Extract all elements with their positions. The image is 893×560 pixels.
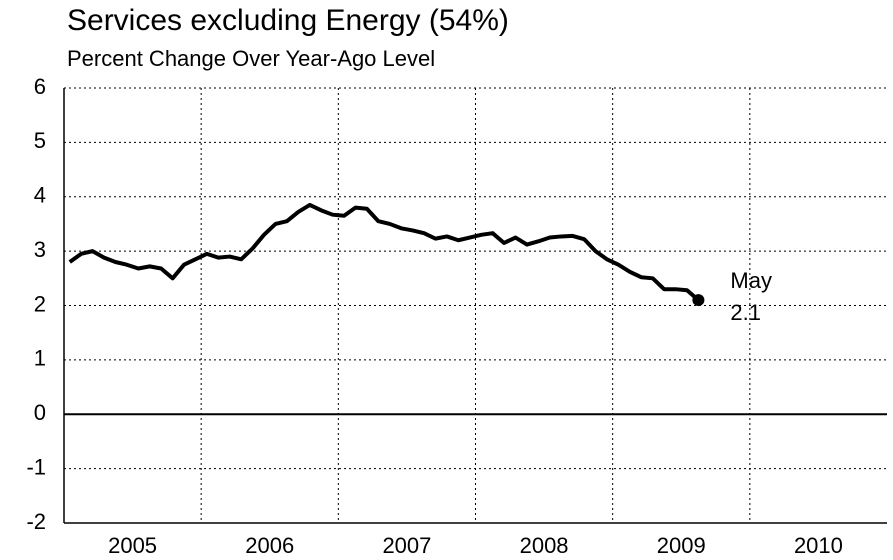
end-marker: [692, 294, 705, 307]
y-tick-label: 5: [34, 128, 46, 153]
annotation-value: 2.1: [730, 300, 761, 325]
annotation-label: May: [730, 268, 772, 293]
x-tick-label: 2006: [245, 533, 294, 558]
chart-title: Services excluding Energy (54%): [67, 4, 509, 37]
y-tick-label: 4: [34, 183, 46, 208]
data-line: [68, 202, 700, 302]
x-tick-label: 2007: [382, 533, 431, 558]
y-tick-label: -1: [26, 454, 46, 479]
y-tick-label: -2: [26, 509, 46, 534]
y-tick-label: 2: [34, 291, 46, 316]
x-tick-label: 2005: [108, 533, 157, 558]
x-tick-label: 2008: [520, 533, 569, 558]
y-tick-label: 0: [34, 400, 46, 425]
y-tick-label: 3: [34, 237, 46, 262]
y-tick-label: 6: [34, 74, 46, 99]
y-tick-label: 1: [34, 346, 46, 371]
chart-subtitle: Percent Change Over Year-Ago Level: [67, 46, 435, 71]
x-tick-label: 2010: [794, 533, 843, 558]
x-tick-label: 2009: [657, 533, 706, 558]
